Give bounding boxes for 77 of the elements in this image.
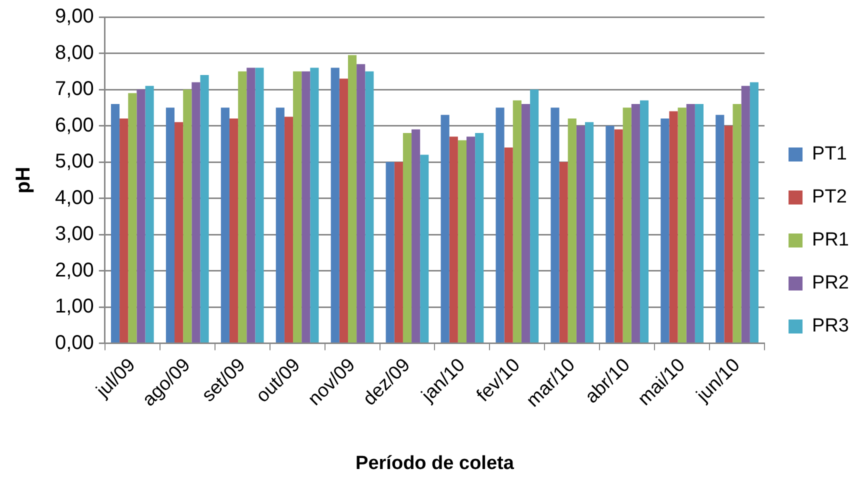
y-tick-label: 9,00 xyxy=(54,6,94,28)
legend-label: PT1 xyxy=(812,144,847,165)
bar xyxy=(339,78,348,343)
bar xyxy=(120,118,128,343)
legend-label: PR2 xyxy=(812,272,850,294)
y-tick-label: 5,00 xyxy=(54,150,94,173)
bar xyxy=(678,108,686,343)
bar xyxy=(716,114,724,343)
bar xyxy=(614,129,623,343)
y-tick-label: 2,00 xyxy=(54,259,94,282)
bar xyxy=(293,71,302,343)
bar xyxy=(660,118,670,343)
bar xyxy=(229,118,238,343)
bar xyxy=(449,136,458,343)
bar xyxy=(348,55,357,343)
bar xyxy=(550,108,560,343)
y-tick-label: 7,00 xyxy=(54,78,94,100)
x-axis-title: Período de coleta xyxy=(356,452,514,474)
y-tick-label: 1,00 xyxy=(54,296,94,318)
bar xyxy=(458,140,467,343)
bar xyxy=(640,100,649,343)
bar xyxy=(606,126,614,343)
y-tick-label: 4,00 xyxy=(54,186,94,209)
bar xyxy=(145,86,154,343)
bar xyxy=(246,68,256,343)
bar xyxy=(750,82,758,343)
legend-label: PR3 xyxy=(812,316,850,337)
bar xyxy=(220,108,230,343)
bar xyxy=(530,90,539,343)
bar xyxy=(521,104,530,343)
y-axis-title: pH xyxy=(12,166,35,194)
bar xyxy=(200,75,209,343)
bar xyxy=(694,104,704,343)
bar xyxy=(741,86,750,343)
bar xyxy=(402,133,412,343)
bar xyxy=(192,82,200,343)
bar xyxy=(255,68,264,343)
bar xyxy=(568,118,576,343)
bar xyxy=(310,68,319,343)
bar xyxy=(365,71,374,343)
bar xyxy=(412,129,420,343)
bar xyxy=(622,108,632,343)
bar xyxy=(284,116,294,343)
y-tick-label: 6,00 xyxy=(54,114,94,136)
bar xyxy=(475,133,484,343)
bar xyxy=(631,104,640,343)
bar xyxy=(183,90,192,343)
bar xyxy=(512,100,522,343)
bar xyxy=(686,104,695,343)
bar xyxy=(440,114,450,343)
bar xyxy=(394,162,403,343)
bar xyxy=(302,71,310,343)
bar xyxy=(276,108,284,343)
y-tick-label: 8,00 xyxy=(54,42,94,64)
bar xyxy=(732,104,742,343)
bar xyxy=(576,126,586,343)
bar xyxy=(110,104,120,343)
bar xyxy=(669,111,678,343)
bar xyxy=(386,162,394,343)
bar xyxy=(330,68,340,343)
bar xyxy=(174,122,184,343)
bar xyxy=(496,108,504,343)
bar xyxy=(559,162,568,343)
y-tick-label: 0,00 xyxy=(54,332,94,354)
bar xyxy=(466,136,476,343)
legend-label: PR1 xyxy=(812,230,850,251)
bar xyxy=(504,148,513,343)
bar xyxy=(585,122,594,343)
bar xyxy=(136,90,146,343)
y-tick-label: 3,00 xyxy=(54,223,94,246)
bar xyxy=(128,93,137,343)
bar xyxy=(420,154,429,343)
legend-label: PT2 xyxy=(812,186,847,208)
bar xyxy=(238,71,247,343)
bar xyxy=(166,108,175,343)
bar xyxy=(356,64,366,343)
bar xyxy=(724,126,733,343)
